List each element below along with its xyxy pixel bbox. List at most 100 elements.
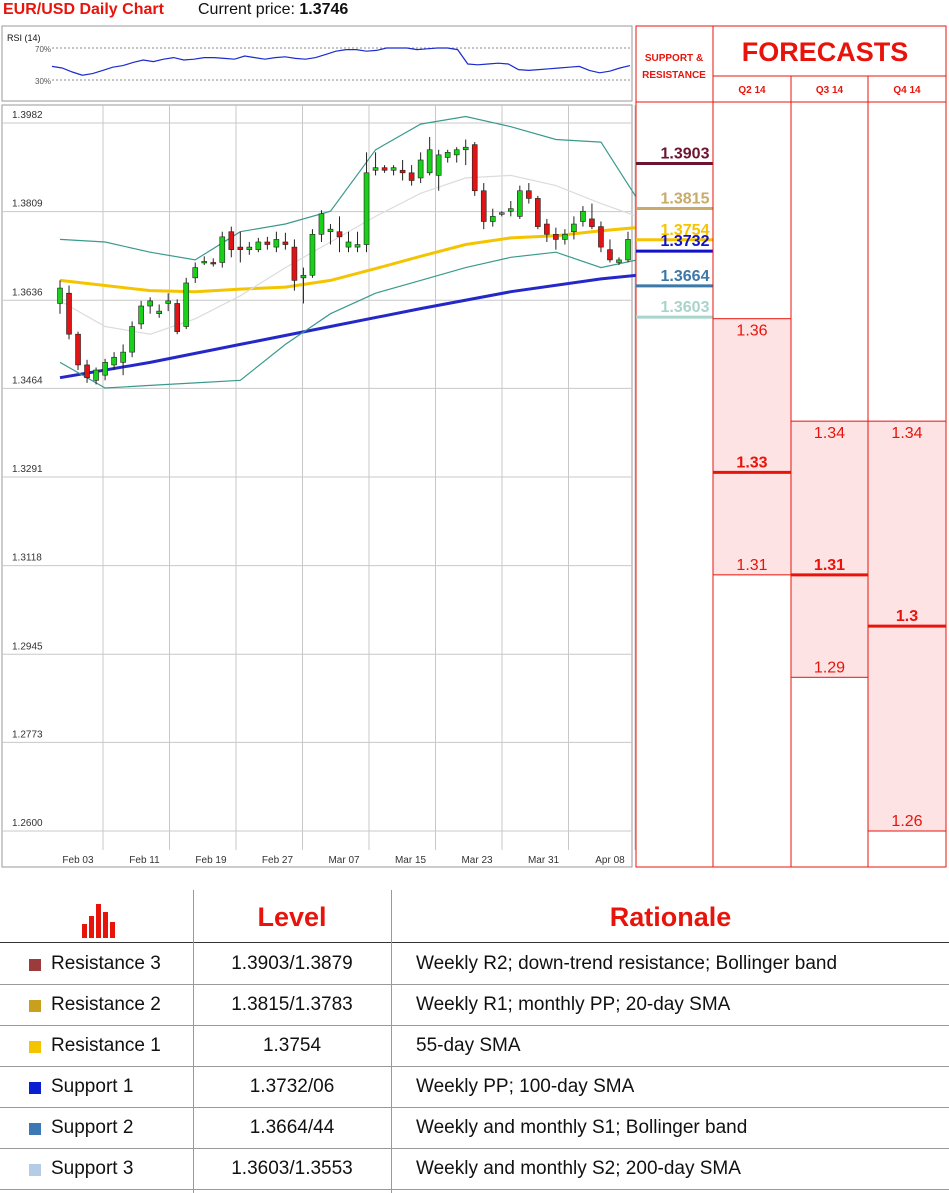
candle-body [372,167,379,171]
x-tick-label: Feb 11 [129,855,160,866]
candle [75,331,81,371]
forecast-col-header: Q3 14 [816,85,844,96]
forecast-low-label: 1.31 [736,557,767,574]
candle [174,299,181,335]
candle [345,231,352,253]
candle [562,229,568,245]
candle [237,231,244,263]
candle [192,262,199,283]
candle [291,239,298,291]
candle-body [129,326,135,353]
candle-body [138,305,144,325]
level-rationale: Weekly and monthly S2; 200-day SMA [416,1158,741,1179]
y-tick-label: 1.3636 [12,287,43,298]
candle [84,359,90,383]
candle-body [363,172,370,245]
candle [210,258,217,267]
current-price-label: Current price: [198,1,295,18]
candle [480,183,487,230]
table-row: Support 3 1.3603/1.3553 Weekly and monthly… [0,1148,949,1190]
candle-body [616,259,622,263]
candle [66,285,72,340]
candle [156,304,162,318]
candle-body [390,167,397,171]
candle-body [147,300,153,307]
rsi-label: RSI (14) [7,33,41,43]
candle [399,160,406,181]
table-header-row: Level Rationale [0,890,949,943]
candle [489,208,496,227]
price-chart: RSI (14) 70% 30% 1.3982 1.3809 1.3636 1.346… [1,25,947,868]
table-row: Support 1 1.3732/06 Weekly PP; 100-day SMA [0,1066,949,1108]
candle [183,277,190,330]
candle-body [507,208,514,212]
candle-body [408,172,415,181]
candle-body [480,190,487,222]
candle-body [336,231,343,238]
candle [228,226,235,258]
candle [553,227,559,250]
candle [390,165,397,176]
candle-body [435,154,442,176]
candle [273,231,280,253]
support-resistance-panel: SUPPORT & RESISTANCE 1.39031.38151.37541… [635,25,714,868]
level-name: Resistance 3 [51,953,161,974]
candle-body [264,241,271,245]
table-col-divider-1 [193,890,194,1193]
candle-body [57,287,63,304]
rsi-line [51,47,631,76]
level-name: Resistance 1 [51,1035,161,1056]
x-tick-label: Mar 07 [328,855,360,866]
current-price: Current price: 1.3746 [198,1,348,19]
candle [417,152,424,184]
header-rationale: Rationale [609,902,732,932]
level-value: 1.3903/1.3879 [231,953,353,974]
candle-body [562,233,568,240]
level-rationale: 55-day SMA [416,1035,521,1056]
candle-body [544,223,550,235]
candle-body [111,356,117,366]
candle-body [535,198,541,227]
candle [309,229,316,278]
candle-body [93,369,99,381]
candle-body [237,246,244,250]
candle-body [201,261,208,264]
forecast-low-label: 1.29 [814,659,845,676]
level-rationale: Weekly and monthly S1; Bollinger band [416,1117,748,1138]
candle [372,152,379,176]
level-swatch [29,1000,41,1012]
level-value: 1.3664/44 [249,1117,335,1138]
level-rationale: Weekly R1; monthly PP; 20-day SMA [416,994,731,1015]
forecast-title: FORECASTS [742,37,909,67]
forecast-low-label: 1.26 [891,813,922,830]
candle [327,224,334,245]
forecast-high-label: 1.36 [736,323,767,340]
sr-level: 1.3603 [636,299,713,319]
candle [147,297,153,314]
bar-chart-icon [82,904,115,938]
candle-body [291,246,298,281]
candle [616,257,622,266]
sr-level-label: 1.3754 [661,222,710,239]
candle-body [598,226,604,248]
main-chart-frame [1,104,633,868]
candle [363,152,370,253]
header-level: Level [257,902,327,932]
candle-body [426,149,433,174]
sr-level: 1.3732 [636,233,713,253]
candle-body [589,218,595,227]
candle [354,231,361,253]
level-name: Support 2 [51,1117,134,1138]
candle-body [607,249,613,261]
candle-body [489,216,496,222]
candle-body [210,262,217,265]
candle [138,300,144,330]
y-tick-label: 1.3291 [12,464,43,475]
candle [408,165,415,186]
candle-body [553,233,559,240]
level-value: 1.3732/06 [249,1076,335,1097]
level-swatch [29,1123,41,1135]
level-value: 1.3754 [262,1035,322,1056]
candle [336,216,343,253]
